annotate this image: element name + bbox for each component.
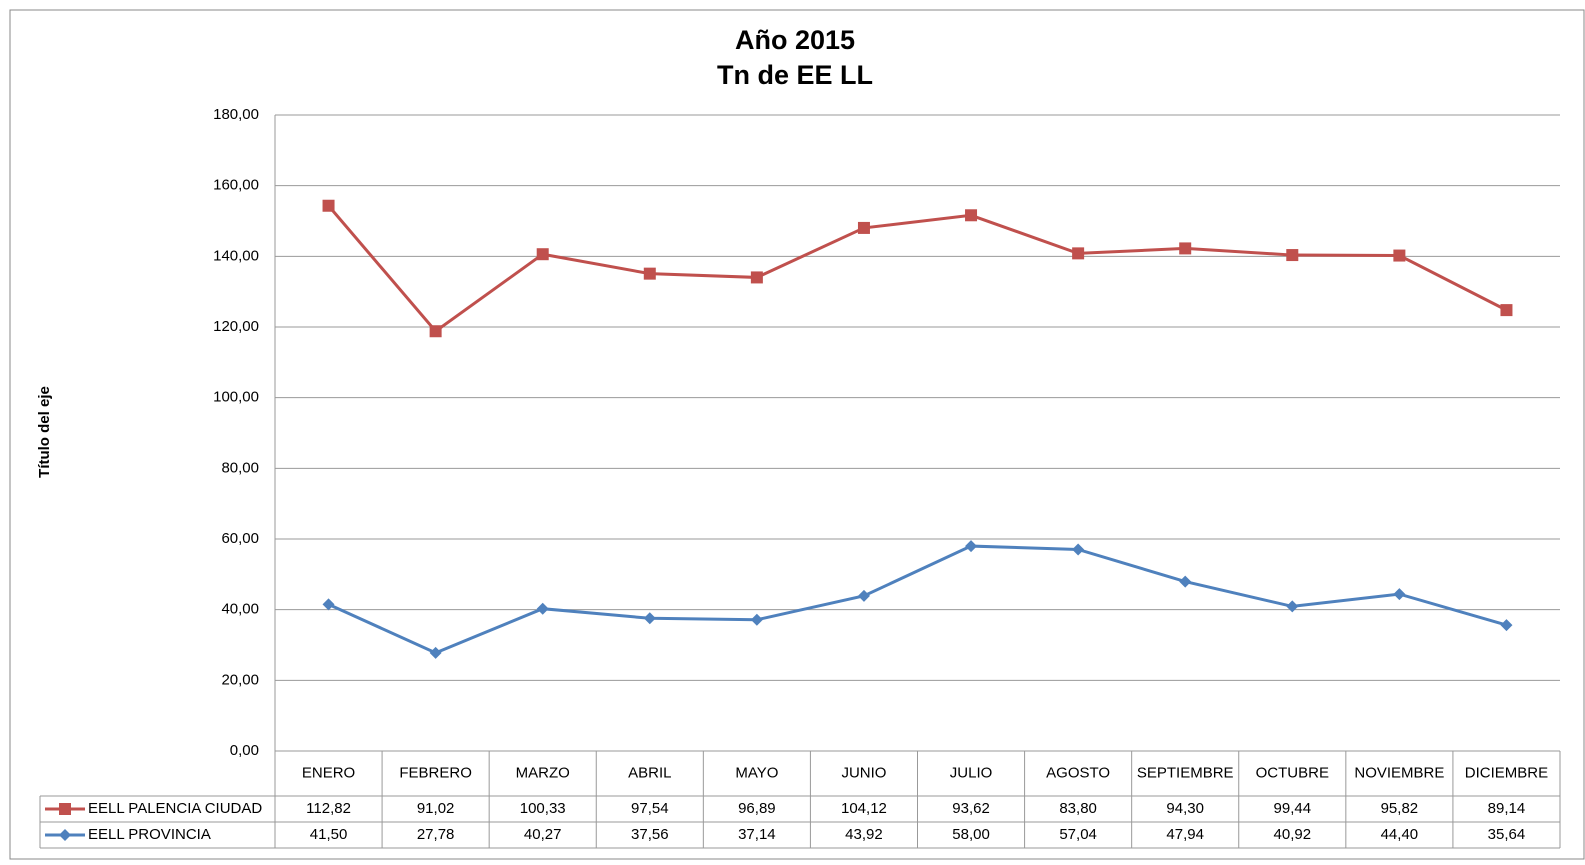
table-value: 104,12 bbox=[841, 800, 887, 817]
table-value: 96,89 bbox=[738, 800, 776, 817]
legend-label: EELL PALENCIA CIUDAD bbox=[88, 800, 262, 817]
marker bbox=[322, 598, 335, 611]
marker bbox=[643, 267, 656, 280]
x-tick-label: SEPTIEMBRE bbox=[1137, 764, 1234, 781]
table-value: 27,78 bbox=[417, 826, 455, 843]
chart-subtitle: Tn de EE LL bbox=[717, 60, 873, 90]
marker bbox=[857, 221, 870, 234]
table-value: 91,02 bbox=[417, 800, 455, 817]
table-value: 93,62 bbox=[952, 800, 990, 817]
x-tick-label: MAYO bbox=[735, 764, 778, 781]
table-value: 100,33 bbox=[520, 800, 566, 817]
series-line bbox=[327, 204, 1508, 334]
y-tick-label: 0,00 bbox=[230, 742, 259, 759]
y-tick-label: 100,00 bbox=[213, 389, 259, 406]
legend-label: EELL PROVINCIA bbox=[88, 826, 211, 843]
x-tick-label: FEBRERO bbox=[399, 764, 472, 781]
table-value: 57,04 bbox=[1059, 826, 1097, 843]
series-line bbox=[327, 544, 1507, 655]
table-value: 94,30 bbox=[1166, 800, 1204, 817]
table-value: 41,50 bbox=[310, 826, 348, 843]
x-tick-label: OCTUBRE bbox=[1256, 764, 1329, 781]
y-tick-label: 120,00 bbox=[213, 318, 259, 335]
y-tick-label: 20,00 bbox=[221, 671, 259, 688]
y-axis-title: Título del eje bbox=[36, 386, 53, 478]
table-value: 112,82 bbox=[306, 800, 351, 817]
x-tick-label: AGOSTO bbox=[1046, 764, 1110, 781]
x-tick-label: ENERO bbox=[302, 764, 355, 781]
table-value: 99,44 bbox=[1274, 800, 1312, 817]
table-value: 97,54 bbox=[631, 800, 669, 817]
table-value: 43,92 bbox=[845, 826, 883, 843]
marker bbox=[750, 271, 763, 284]
marker bbox=[1393, 588, 1406, 601]
marker bbox=[1179, 575, 1192, 588]
y-tick-label: 140,00 bbox=[213, 247, 259, 264]
marker bbox=[965, 209, 978, 222]
marker bbox=[1286, 249, 1299, 262]
marker bbox=[322, 199, 335, 212]
y-tick-label: 180,00 bbox=[213, 106, 259, 123]
marker bbox=[536, 248, 549, 261]
table-value: 37,14 bbox=[738, 826, 776, 843]
table-value: 83,80 bbox=[1059, 800, 1097, 817]
marker bbox=[1072, 543, 1085, 556]
x-tick-label: DICIEMBRE bbox=[1465, 764, 1548, 781]
legend-marker bbox=[59, 803, 71, 815]
x-tick-label: ABRIL bbox=[628, 764, 671, 781]
x-tick-label: NOVIEMBRE bbox=[1354, 764, 1444, 781]
table-value: 47,94 bbox=[1166, 826, 1204, 843]
legend-marker bbox=[59, 829, 71, 841]
table-value: 89,14 bbox=[1488, 800, 1526, 817]
x-tick-label: JUNIO bbox=[841, 764, 886, 781]
table-value: 40,92 bbox=[1274, 826, 1312, 843]
table-value: 44,40 bbox=[1381, 826, 1419, 843]
marker bbox=[429, 325, 442, 338]
y-tick-label: 40,00 bbox=[221, 601, 259, 618]
chart-title: Año 2015 bbox=[735, 25, 855, 55]
y-tick-label: 160,00 bbox=[213, 177, 259, 194]
y-tick-label: 80,00 bbox=[221, 459, 259, 476]
marker bbox=[1500, 304, 1513, 317]
x-tick-label: JULIO bbox=[950, 764, 993, 781]
marker bbox=[643, 612, 656, 625]
marker bbox=[1500, 619, 1513, 632]
table-value: 35,64 bbox=[1488, 826, 1526, 843]
marker bbox=[1179, 242, 1192, 255]
y-tick-label: 60,00 bbox=[221, 530, 259, 547]
marker bbox=[857, 589, 870, 602]
marker bbox=[965, 540, 978, 553]
table-value: 40,27 bbox=[524, 826, 562, 843]
table-value: 58,00 bbox=[952, 826, 990, 843]
x-tick-label: MARZO bbox=[516, 764, 570, 781]
marker bbox=[750, 613, 763, 626]
marker bbox=[429, 646, 442, 659]
chart-frame bbox=[9, 9, 1585, 860]
table-value: 37,56 bbox=[631, 826, 669, 843]
table-value: 95,82 bbox=[1381, 800, 1419, 817]
marker bbox=[1072, 247, 1085, 260]
marker bbox=[536, 602, 549, 615]
marker bbox=[1286, 600, 1299, 613]
marker bbox=[1393, 249, 1406, 262]
